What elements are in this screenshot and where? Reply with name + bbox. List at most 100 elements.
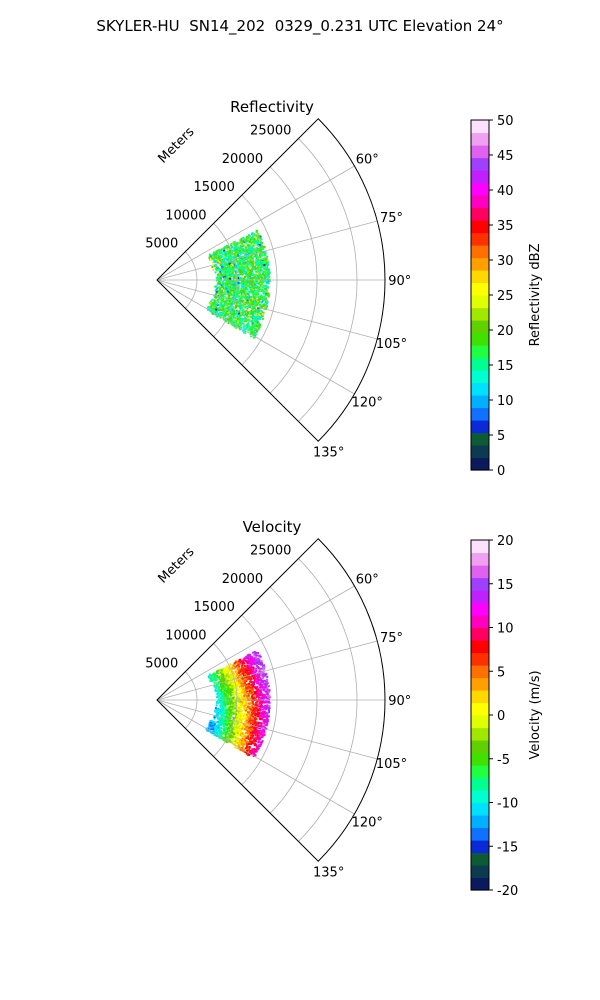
data-cell [237,295,240,298]
data-cell [242,325,245,328]
data-cell [249,666,252,669]
data-cell [255,329,258,332]
data-cell [230,705,233,708]
data-cell [249,728,252,731]
data-cell [215,285,218,288]
data-cell [223,682,226,685]
data-cell [210,300,213,303]
data-cell [265,275,268,278]
data-cell [228,319,231,322]
data-cell [229,671,232,674]
data-cell [252,334,255,337]
data-cell [267,276,270,279]
data-cell [251,681,253,684]
data-cell [228,262,231,265]
data-cell [217,685,220,688]
data-cell [248,710,251,713]
data-cell [248,286,251,289]
data-cell [219,316,222,319]
data-cell [249,717,252,720]
data-cell [251,284,254,287]
data-cell [245,318,248,321]
data-cell [246,287,249,290]
data-cell [225,287,228,290]
data-cell [230,244,233,247]
data-cell [226,673,229,676]
data-cell [218,296,221,299]
data-cell [218,250,221,253]
data-cell [223,703,226,706]
data-cell [248,707,251,710]
data-cell [248,729,250,732]
data-cell [216,303,219,306]
data-cell [262,716,265,719]
data-cell [225,731,228,734]
data-cell [222,711,225,714]
data-cell [245,240,248,243]
figure-title: SKYLER-HU SN14_202 0329_0.231 UTC Elevat… [96,17,504,35]
data-cell [225,252,228,255]
data-cell [233,243,236,246]
data-cell [244,692,247,695]
data-cell [212,672,215,675]
data-cell [237,692,240,695]
data-cell [240,246,242,249]
data-cell [257,715,260,718]
data-cell [247,694,250,697]
data-cell [256,309,259,312]
data-cell [260,266,262,269]
data-cell [233,687,236,690]
radar-data-field [205,651,271,758]
data-cell [244,694,247,697]
data-cell [263,245,266,248]
data-cell [236,734,239,737]
data-cell [251,297,254,300]
data-cell [228,696,231,699]
data-cell [239,734,242,737]
data-cell [220,255,222,257]
data-cell [263,290,266,293]
data-cell [260,310,263,313]
data-cell [228,715,231,718]
data-cell [250,262,253,265]
data-cell [240,259,242,262]
data-cell [248,250,251,253]
data-cell [223,253,226,256]
data-cell [242,724,245,727]
data-cell [221,723,224,725]
data-cell [235,303,238,306]
data-cell [232,249,235,252]
data-cell [241,260,244,263]
data-cell [261,259,264,262]
data-cell [260,258,263,261]
data-cell [216,700,219,703]
data-cell [263,296,266,299]
data-cell [236,284,239,287]
data-cell [230,700,233,703]
data-cell [237,265,240,268]
azimuth-spoke [156,279,378,340]
data-cell [235,718,238,720]
data-cell [238,268,241,271]
data-cell [239,741,242,744]
data-cell [233,693,236,696]
data-cell [233,316,236,319]
data-cell [215,267,217,270]
data-cell [257,676,260,679]
data-cell [219,675,222,678]
data-cell [239,681,242,684]
data-cell [221,255,224,258]
data-cell [239,324,242,327]
data-cell [238,734,241,737]
data-cell [250,242,253,245]
data-cell [215,292,218,295]
data-cell [241,697,244,700]
data-cell [210,301,213,304]
data-cell [213,251,216,254]
data-cell [240,239,243,242]
data-cell [261,245,264,248]
data-cell [257,658,260,660]
data-cell [256,325,258,327]
data-cell [250,699,253,702]
data-cell [236,729,239,731]
